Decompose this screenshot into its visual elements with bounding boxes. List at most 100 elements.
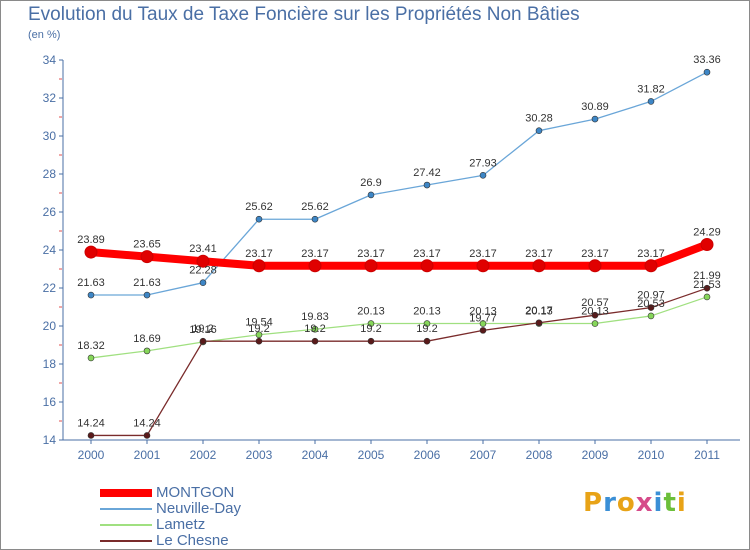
data-label: 23.17 bbox=[637, 248, 665, 260]
data-label: 19.2 bbox=[304, 323, 325, 335]
data-point bbox=[364, 259, 378, 273]
data-label: 19.54 bbox=[245, 317, 273, 329]
data-point bbox=[591, 320, 599, 327]
data-point bbox=[255, 337, 263, 345]
x-tick-label: 2010 bbox=[638, 448, 665, 462]
legend-swatch bbox=[100, 508, 152, 510]
data-label: 23.17 bbox=[413, 248, 441, 260]
x-tick-label: 2001 bbox=[134, 448, 161, 462]
data-label: 21.63 bbox=[77, 277, 105, 289]
proxiti-logo: Proxiti bbox=[583, 488, 687, 518]
data-label: 19.2 bbox=[360, 323, 381, 335]
data-label: 14.24 bbox=[77, 417, 105, 429]
data-label: 20.53 bbox=[637, 298, 665, 310]
data-point bbox=[532, 259, 546, 273]
legend-swatch bbox=[100, 524, 152, 526]
data-point bbox=[143, 347, 151, 355]
y-tick-label: 26 bbox=[43, 205, 57, 219]
data-point bbox=[84, 245, 98, 259]
data-label: 27.42 bbox=[413, 167, 441, 179]
data-label: 19.2 bbox=[248, 323, 269, 335]
data-point bbox=[703, 68, 711, 76]
data-point bbox=[255, 215, 263, 223]
data-label: 20.57 bbox=[581, 297, 609, 309]
data-label: 23.17 bbox=[525, 248, 553, 260]
data-label: 23.17 bbox=[469, 248, 497, 260]
series-line-neuville-day bbox=[90, 71, 708, 296]
legend-swatch bbox=[100, 540, 152, 542]
data-point bbox=[367, 320, 375, 327]
y-tick-label: 22 bbox=[43, 281, 57, 295]
data-point bbox=[87, 432, 95, 439]
x-tick-label: 2005 bbox=[358, 448, 385, 462]
chart-title: Evolution du Taux de Taxe Foncière sur l… bbox=[28, 4, 580, 25]
data-label: 30.89 bbox=[581, 101, 609, 113]
data-label: 20.13 bbox=[469, 306, 497, 318]
x-tick-label: 2011 bbox=[694, 448, 720, 462]
data-label: 21.63 bbox=[133, 277, 161, 289]
y-tick-label: 18 bbox=[43, 357, 57, 371]
data-label: 23.65 bbox=[133, 239, 161, 251]
logo-letter: i bbox=[653, 488, 664, 518]
data-label: 19.83 bbox=[301, 311, 329, 323]
data-point bbox=[703, 293, 711, 301]
chart-axes: 14 16 18 20 22 24 26 28 30 32 34 2000 2001 2002 2003 20… bbox=[43, 53, 740, 462]
data-label: 20.97 bbox=[637, 290, 665, 302]
data-point bbox=[644, 259, 658, 273]
logo-letter: i bbox=[676, 488, 687, 518]
chart-data-labels: 23.89 23.65 23.41 23.17 23.17 23.17 23.17 23.17… bbox=[77, 54, 721, 429]
data-label: 23.89 bbox=[77, 234, 105, 246]
y-tick-label: 30 bbox=[43, 129, 57, 143]
x-tick-label: 2004 bbox=[302, 448, 329, 462]
data-point bbox=[423, 181, 431, 189]
y-tick-label: 20 bbox=[43, 319, 57, 333]
x-tick-label: 2008 bbox=[526, 448, 553, 462]
legend-label: Lametz bbox=[156, 516, 206, 533]
y-tick-label: 32 bbox=[43, 91, 57, 105]
data-label: 19.16 bbox=[189, 324, 217, 336]
data-point bbox=[703, 284, 711, 292]
data-label: 23.17 bbox=[581, 248, 609, 260]
data-point bbox=[479, 320, 487, 327]
data-point bbox=[199, 279, 207, 286]
y-tick-label: 24 bbox=[43, 243, 57, 257]
data-point bbox=[479, 327, 487, 334]
data-label: 20.13 bbox=[581, 306, 609, 318]
data-point bbox=[367, 337, 375, 345]
legend-item: Lametz bbox=[100, 517, 300, 533]
logo-letter: o bbox=[616, 488, 636, 518]
y-tick-label: 34 bbox=[43, 53, 57, 67]
data-label: 23.41 bbox=[189, 243, 217, 255]
data-point bbox=[479, 172, 487, 179]
data-label: 23.17 bbox=[245, 248, 273, 260]
chart-series bbox=[84, 68, 714, 439]
series-line-lametz bbox=[90, 296, 708, 359]
data-point bbox=[311, 325, 319, 333]
data-point bbox=[199, 337, 207, 345]
y-tick-label: 28 bbox=[43, 167, 57, 181]
legend-item: Neuville-Day bbox=[100, 501, 300, 517]
data-label: 19.77 bbox=[469, 312, 497, 324]
data-label: 20.13 bbox=[525, 306, 553, 318]
data-label: 31.82 bbox=[637, 83, 665, 95]
data-label: 22.28 bbox=[189, 265, 217, 277]
data-label: 18.32 bbox=[77, 340, 105, 352]
data-label: 23.17 bbox=[301, 248, 329, 260]
series-line-le-chesne bbox=[90, 287, 708, 437]
data-point bbox=[647, 304, 655, 311]
x-tick-label: 2009 bbox=[582, 448, 609, 462]
logo-letter: P bbox=[583, 488, 604, 518]
data-label: 19.2 bbox=[192, 323, 213, 335]
data-point bbox=[87, 291, 95, 299]
data-point bbox=[420, 259, 434, 273]
logo-letter: t bbox=[663, 488, 677, 518]
data-label: 25.62 bbox=[245, 201, 273, 213]
legend-swatch bbox=[100, 489, 152, 497]
logo-letter: r bbox=[603, 488, 617, 518]
data-point bbox=[143, 291, 151, 299]
data-point bbox=[311, 337, 319, 345]
data-label: 24.29 bbox=[693, 226, 721, 238]
x-tick-label: 2002 bbox=[190, 448, 217, 462]
